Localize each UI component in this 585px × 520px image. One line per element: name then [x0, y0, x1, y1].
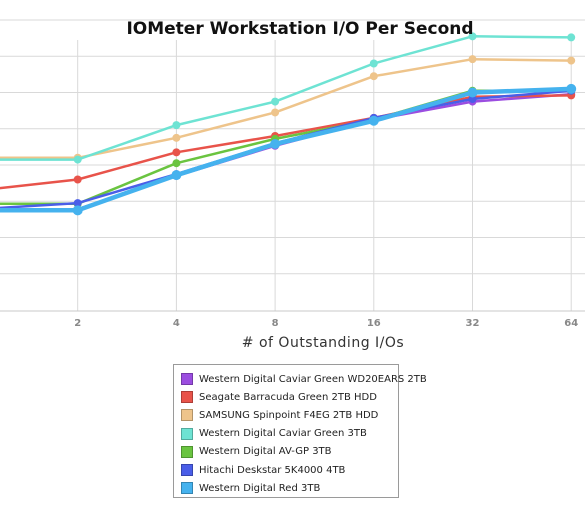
legend-label: SAMSUNG Spinpoint F4EG 2TB HDD: [199, 409, 379, 421]
series-line: [0, 93, 572, 211]
legend-item: SAMSUNG Spinpoint F4EG 2TB HDD: [174, 406, 398, 424]
legend-swatch: [181, 373, 193, 386]
series-lines: [0, 32, 577, 216]
x-axis-label: # of Outstanding I/Os: [241, 335, 405, 351]
data-point: [567, 56, 576, 65]
legend-swatch: [181, 391, 193, 404]
data-point: [73, 175, 82, 184]
legend-label: Western Digital Caviar Green WD20EARS 2T…: [199, 373, 427, 385]
x-tick-labels: 2 4 8 16 32 64: [74, 318, 578, 329]
data-point: [172, 121, 181, 130]
legend-swatch: [181, 445, 193, 458]
legend-item: Seagate Barracuda Green 2TB HDD: [174, 388, 398, 406]
legend-swatch: [181, 482, 193, 495]
legend-item: Western Digital Red 3TB: [174, 479, 398, 497]
x-tick-label: 4: [173, 318, 180, 329]
data-point: [566, 83, 577, 94]
data-point: [468, 32, 477, 41]
data-point: [467, 87, 478, 98]
series-7: [0, 83, 577, 216]
chart-title: IOMeter Workstation I/O Per Second: [126, 19, 474, 39]
legend-swatch: [181, 427, 193, 440]
legend-item: Western Digital Caviar Green WD20EARS 2T…: [174, 370, 427, 388]
x-tick-label: 64: [564, 318, 578, 329]
series-3: [0, 55, 576, 162]
grid-lines: [0, 19, 585, 312]
data-point: [468, 55, 477, 64]
data-point: [368, 115, 379, 126]
legend-label: Western Digital Red 3TB: [199, 482, 321, 494]
legend-swatch: [181, 464, 193, 477]
data-point: [271, 108, 280, 117]
data-point: [271, 97, 280, 106]
data-point: [171, 170, 182, 181]
x-tick-label: 32: [466, 318, 480, 329]
data-point: [73, 155, 82, 164]
data-point: [270, 138, 281, 149]
legend-label: Western Digital Caviar Green 3TB: [199, 428, 367, 440]
data-point: [72, 205, 83, 216]
legend-label: Hitachi Deskstar 5K4000 4TB: [199, 464, 346, 476]
data-point: [73, 199, 82, 208]
x-tick-label: 16: [367, 318, 381, 329]
data-point: [567, 33, 576, 42]
legend-item: Hitachi Deskstar 5K4000 4TB: [174, 461, 398, 479]
data-point: [172, 148, 181, 157]
series-6: [0, 86, 576, 210]
data-point: [369, 59, 378, 68]
data-point: [172, 159, 181, 168]
legend-label: Western Digital AV-GP 3TB: [199, 446, 332, 458]
legend-item: Western Digital AV-GP 3TB: [174, 443, 398, 461]
series-line: [0, 86, 572, 213]
x-tick-label: 8: [272, 318, 279, 329]
data-point: [369, 72, 378, 81]
legend-swatch: [181, 409, 193, 422]
legend: Western Digital Caviar Green WD20EARS 2T…: [173, 364, 427, 498]
series-5: [0, 86, 576, 208]
series-4: [0, 32, 576, 164]
x-tick-label: 2: [74, 318, 81, 329]
legend-label: Seagate Barracuda Green 2TB HDD: [199, 391, 377, 403]
legend-item: Western Digital Caviar Green 3TB: [174, 425, 398, 443]
data-point: [172, 133, 181, 142]
